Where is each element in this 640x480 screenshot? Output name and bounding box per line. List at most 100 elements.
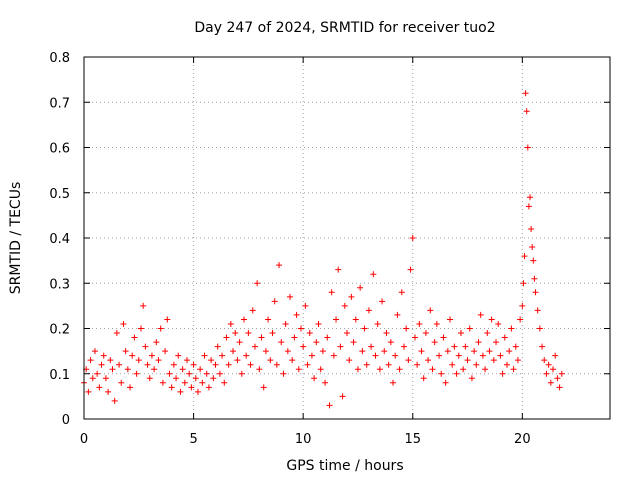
data-point bbox=[532, 289, 539, 296]
data-point bbox=[140, 302, 147, 309]
data-point bbox=[464, 357, 471, 364]
data-point bbox=[127, 384, 134, 391]
data-point bbox=[168, 384, 175, 391]
data-point bbox=[221, 379, 228, 386]
data-point bbox=[164, 316, 171, 323]
data-point bbox=[556, 384, 563, 391]
data-point bbox=[260, 384, 267, 391]
data-point bbox=[444, 348, 451, 355]
data-point bbox=[96, 384, 103, 391]
data-point bbox=[105, 388, 112, 395]
data-point bbox=[153, 339, 160, 346]
data-point bbox=[243, 352, 250, 359]
data-point bbox=[333, 316, 340, 323]
y-tick-label: 0.4 bbox=[49, 232, 70, 247]
data-point bbox=[503, 361, 510, 368]
data-point bbox=[135, 357, 142, 364]
data-point bbox=[354, 366, 361, 373]
data-point bbox=[276, 262, 283, 269]
data-point bbox=[473, 361, 480, 368]
data-point bbox=[339, 393, 346, 400]
data-point bbox=[495, 320, 502, 327]
data-point bbox=[357, 284, 364, 291]
data-point bbox=[457, 330, 464, 337]
data-point bbox=[530, 257, 537, 264]
data-point bbox=[390, 379, 397, 386]
data-point bbox=[133, 370, 140, 377]
data-point bbox=[170, 361, 177, 368]
data-point bbox=[462, 343, 469, 350]
data-point bbox=[87, 357, 94, 364]
data-point bbox=[205, 384, 212, 391]
data-point bbox=[326, 402, 333, 409]
data-point bbox=[216, 370, 223, 377]
data-point bbox=[166, 370, 173, 377]
data-point bbox=[89, 375, 96, 382]
data-point bbox=[186, 370, 193, 377]
data-point bbox=[271, 298, 278, 305]
data-point bbox=[197, 366, 204, 373]
x-tick-label: 5 bbox=[189, 432, 197, 447]
data-point bbox=[436, 352, 443, 359]
data-point bbox=[348, 293, 355, 300]
data-point bbox=[352, 316, 359, 323]
data-point bbox=[162, 348, 169, 355]
y-tick-label: 0.3 bbox=[49, 277, 70, 292]
data-point bbox=[258, 334, 265, 341]
data-point bbox=[554, 375, 561, 382]
data-point bbox=[122, 348, 129, 355]
data-point bbox=[512, 343, 519, 350]
x-tick-label: 0 bbox=[80, 432, 88, 447]
data-point bbox=[148, 352, 155, 359]
data-point bbox=[273, 361, 280, 368]
data-point bbox=[100, 352, 107, 359]
data-point bbox=[91, 348, 98, 355]
data-point bbox=[109, 366, 116, 373]
y-tick-label: 0.7 bbox=[49, 96, 70, 111]
data-point bbox=[372, 352, 379, 359]
data-point bbox=[144, 361, 151, 368]
data-point bbox=[234, 357, 241, 364]
x-axis-ticks: 0 5 10 15 20 bbox=[80, 57, 531, 447]
data-point bbox=[392, 352, 399, 359]
data-point bbox=[517, 316, 524, 323]
data-point bbox=[536, 325, 543, 332]
data-point bbox=[311, 375, 318, 382]
data-point bbox=[179, 366, 186, 373]
data-point bbox=[350, 339, 357, 346]
data-point bbox=[190, 361, 197, 368]
data-point bbox=[151, 366, 158, 373]
data-point bbox=[308, 352, 315, 359]
data-point bbox=[330, 352, 337, 359]
data-point bbox=[254, 280, 261, 287]
data-point bbox=[328, 289, 335, 296]
data-point bbox=[212, 361, 219, 368]
data-point bbox=[527, 194, 534, 201]
data-point bbox=[173, 375, 180, 382]
data-point bbox=[438, 370, 445, 377]
data-point bbox=[493, 339, 500, 346]
data-point bbox=[265, 316, 272, 323]
data-point bbox=[363, 361, 370, 368]
data-point bbox=[295, 366, 302, 373]
data-point bbox=[376, 366, 383, 373]
data-point bbox=[477, 311, 484, 318]
data-point bbox=[420, 375, 427, 382]
data-point bbox=[313, 339, 320, 346]
data-point bbox=[394, 311, 401, 318]
data-point bbox=[289, 357, 296, 364]
data-point bbox=[455, 352, 462, 359]
data-point bbox=[370, 271, 377, 278]
data-point bbox=[506, 348, 513, 355]
x-axis-label: GPS time / hours bbox=[286, 458, 403, 474]
data-point bbox=[236, 339, 243, 346]
data-point bbox=[460, 366, 467, 373]
data-point bbox=[466, 325, 473, 332]
data-point bbox=[184, 357, 191, 364]
data-point bbox=[155, 357, 162, 364]
data-point bbox=[520, 280, 527, 287]
data-point bbox=[381, 348, 388, 355]
data-point bbox=[306, 330, 313, 337]
data-point bbox=[488, 316, 495, 323]
